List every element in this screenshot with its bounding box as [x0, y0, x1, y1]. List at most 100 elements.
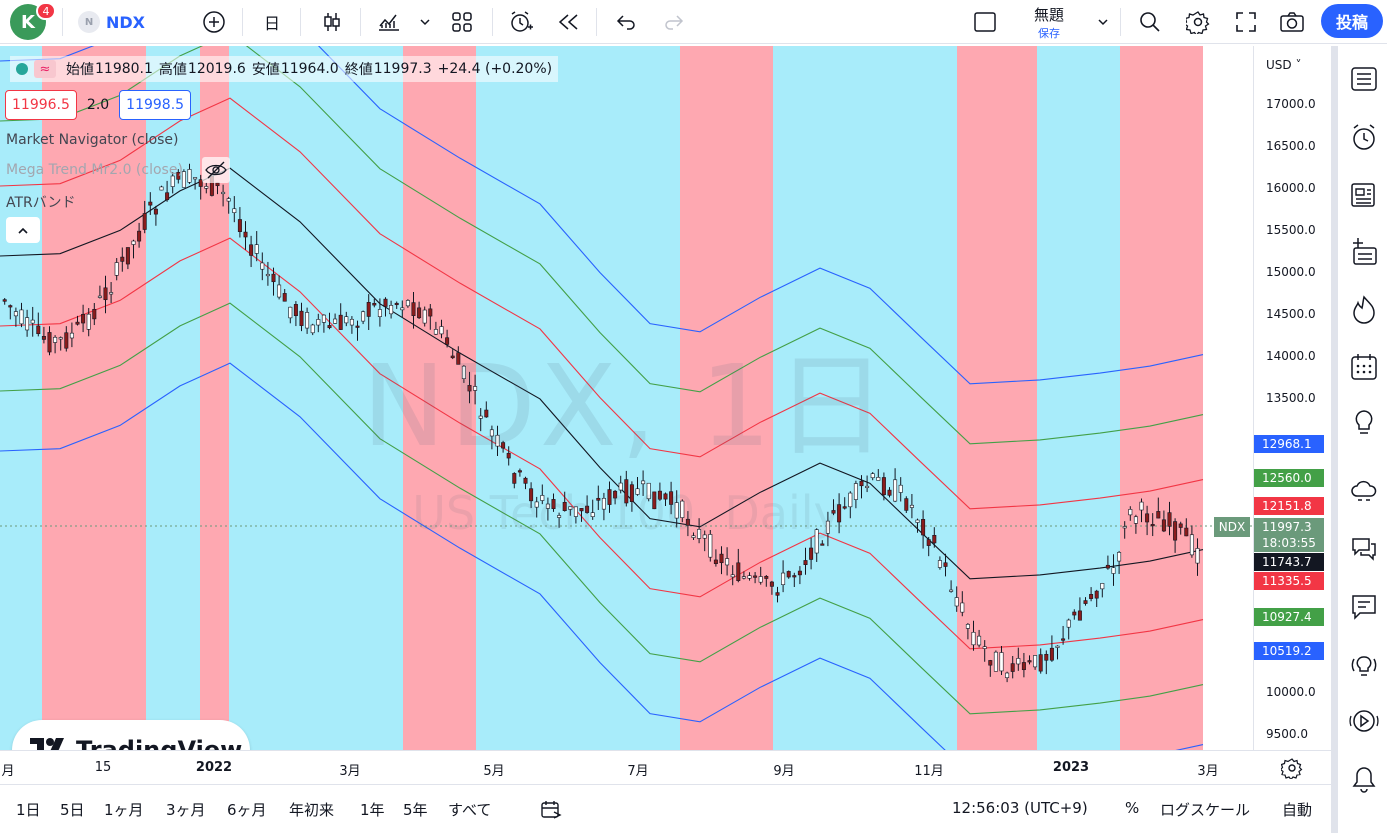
search-button[interactable] — [1136, 0, 1164, 44]
price-scale[interactable]: USD ˅ 17000.0 16500.0 16000.0 15500.0 15000.… — [1253, 46, 1331, 750]
candle-body — [562, 501, 567, 511]
candle-body — [601, 497, 606, 510]
collapse-legend-button[interactable] — [6, 217, 40, 243]
range-button[interactable]: 6ヶ月 — [227, 801, 267, 819]
candle-body — [271, 273, 276, 283]
candle-body — [557, 515, 562, 518]
notification-badge: 4 — [36, 2, 56, 20]
streams-cloud-icon[interactable] — [1349, 476, 1379, 506]
log-scale-button[interactable]: ログスケール — [1160, 801, 1251, 819]
indicator-mega-trend[interactable]: Mega Trend Mr2.0 (close) — [6, 162, 183, 178]
range-button[interactable]: 5年 — [403, 801, 428, 819]
candle-body — [361, 311, 366, 322]
currency-label[interactable]: USD ˅ — [1266, 58, 1302, 72]
indicator-atr-band[interactable]: ATRバンド — [6, 195, 76, 211]
candle-body — [792, 575, 797, 578]
buy-button[interactable]: 11998.5 — [119, 90, 192, 120]
candle-body — [1128, 509, 1133, 516]
price-chart-canvas[interactable] — [0, 46, 1253, 750]
auto-scale-button[interactable]: 自動 — [1282, 801, 1313, 819]
hotlist-flame-icon[interactable] — [1349, 294, 1379, 324]
candle-body — [473, 386, 478, 391]
interval-button[interactable]: 日 — [263, 14, 280, 33]
tradingview-logo[interactable]: TradingView — [12, 720, 250, 750]
compare-symbol-button[interactable] — [200, 0, 228, 44]
candle-body — [81, 313, 86, 324]
chart-pane[interactable]: NDX, 1日 US Tech 100, Daily TradingView — [0, 46, 1253, 750]
percent-scale-button[interactable]: % — [1125, 799, 1140, 817]
hidden-eye-icon[interactable] — [202, 157, 230, 183]
publish-button[interactable]: 投稿 — [1321, 4, 1383, 38]
range-button[interactable]: 1ヶ月 — [104, 801, 144, 819]
fullscreen-button[interactable] — [1232, 0, 1260, 44]
symbol-search-button[interactable]: NDX — [106, 12, 146, 32]
candle-body — [915, 519, 920, 523]
timezone-clock[interactable]: 12:56:03 (UTC+9) — [952, 799, 1088, 817]
ideas-stream-icon[interactable] — [1349, 650, 1379, 680]
candle-body — [629, 484, 634, 502]
candle-body — [249, 244, 254, 256]
candle-body — [305, 312, 310, 329]
high-value: 12019.6 — [187, 61, 246, 77]
range-button[interactable]: 1年 — [360, 801, 385, 819]
band-line — [0, 362, 1204, 750]
range-button[interactable]: 年初来 — [289, 801, 335, 819]
indicators-dropdown[interactable] — [416, 0, 434, 44]
trend-zone — [957, 46, 1037, 750]
ideas-lightbulb-icon[interactable] — [1349, 408, 1379, 438]
candle-body — [680, 500, 685, 518]
add-list-icon[interactable] — [1349, 236, 1379, 266]
alert-button[interactable] — [506, 0, 536, 44]
range-button[interactable]: 3ヶ月 — [166, 801, 206, 819]
templates-button[interactable] — [448, 0, 476, 44]
save-layout-button[interactable]: 無題 保存 — [1022, 0, 1076, 44]
time-scale[interactable]: 月 15 2022 3月 5月 7月 9月 11月 2023 3月 — [0, 750, 1331, 784]
indicators-button[interactable] — [374, 0, 404, 44]
trend-zone — [146, 46, 200, 750]
range-button[interactable]: すべて — [448, 801, 492, 819]
calendar-icon[interactable] — [1349, 352, 1379, 382]
divider — [300, 8, 301, 36]
candle-body — [551, 499, 556, 510]
undo-icon — [616, 15, 635, 30]
range-button[interactable]: 5日 — [60, 801, 85, 819]
settings-button[interactable] — [1184, 0, 1212, 44]
candle-body — [618, 482, 623, 491]
atr-bands — [0, 46, 1204, 750]
symbol-wave-icon[interactable]: ≈ — [34, 60, 56, 78]
alarm-clock-icon[interactable] — [1349, 122, 1379, 152]
notifications-bell-icon[interactable] — [1349, 764, 1379, 794]
candle-body — [389, 305, 394, 315]
candle-body — [411, 302, 416, 316]
sell-button[interactable]: 11996.5 — [5, 90, 77, 120]
candle-body — [876, 477, 881, 481]
watchlist-icon[interactable] — [1349, 64, 1379, 94]
range-button[interactable]: 1日 — [16, 801, 41, 819]
indicator-market-navigator[interactable]: Market Navigator (close) — [6, 132, 179, 148]
layout-menu-dropdown[interactable] — [1094, 0, 1112, 44]
scale-settings-button[interactable] — [1279, 757, 1303, 783]
undo-button[interactable] — [612, 0, 640, 44]
play-circle-icon[interactable] — [1349, 706, 1379, 736]
chart-type-button[interactable] — [318, 0, 346, 44]
candle-body — [999, 652, 1004, 672]
candle-body — [1111, 567, 1116, 574]
layout-select-button[interactable] — [970, 0, 1000, 44]
chat-bubbles-icon[interactable] — [1349, 534, 1379, 564]
candle-body — [1161, 519, 1166, 532]
price-tag: 10519.2 — [1254, 642, 1324, 660]
price-tick-label: 16500.0 — [1266, 139, 1316, 153]
close-label: 終値 — [344, 62, 373, 78]
candle-body — [501, 442, 506, 449]
go-to-date-button[interactable] — [540, 799, 562, 825]
price-tag: 11997.3 — [1254, 518, 1324, 536]
replay-button[interactable] — [554, 0, 582, 44]
candle-body — [887, 489, 892, 496]
candle-body — [467, 385, 472, 392]
snapshot-button[interactable] — [1278, 0, 1306, 44]
redo-button[interactable] — [660, 0, 688, 44]
candle-body — [764, 576, 769, 579]
messages-icon[interactable] — [1349, 592, 1379, 622]
news-icon[interactable] — [1349, 180, 1379, 210]
candle-body — [125, 247, 130, 265]
